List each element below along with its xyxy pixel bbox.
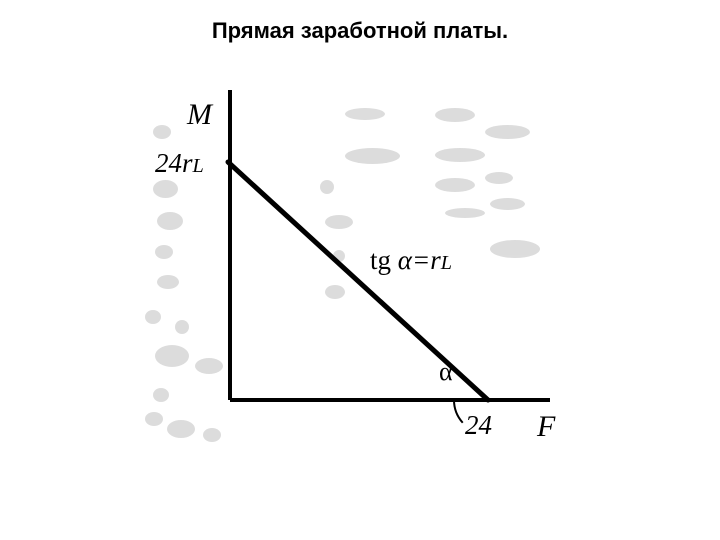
angle-alpha-label: α bbox=[439, 357, 453, 387]
y-tick-L: L bbox=[193, 155, 204, 177]
eq-L: L bbox=[441, 252, 452, 274]
y-tick-r: r bbox=[182, 148, 193, 178]
chart-svg bbox=[145, 80, 575, 450]
y-axis-label: M bbox=[187, 98, 212, 132]
equation-label: tg α=rL bbox=[370, 245, 452, 276]
x-tick-label: 24 bbox=[465, 410, 492, 441]
x-axis-label: F bbox=[537, 410, 555, 444]
eq-r: r bbox=[430, 245, 441, 275]
page-title: Прямая заработной платы. bbox=[0, 18, 720, 44]
y-tick-label: 24rL bbox=[155, 148, 204, 179]
eq-alpha: α bbox=[398, 245, 412, 275]
wage-line-chart: M 24rL tg α=rL α 24 F bbox=[145, 80, 575, 450]
eq-tg: tg bbox=[370, 245, 398, 275]
eq-equals: = bbox=[412, 245, 430, 275]
y-tick-24: 24 bbox=[155, 148, 182, 178]
